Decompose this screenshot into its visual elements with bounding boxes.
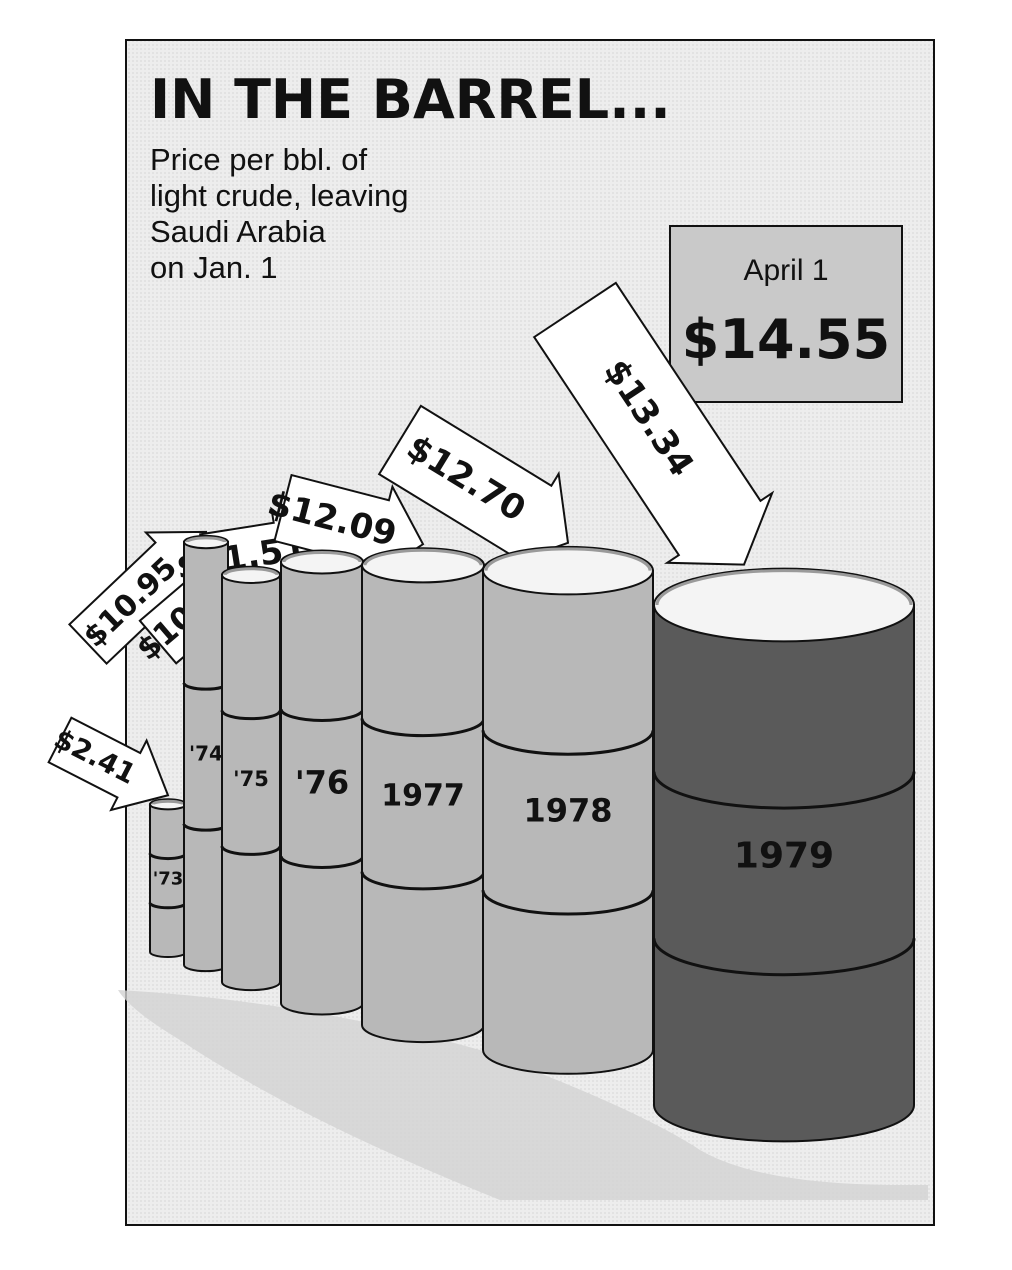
- year-label: 1978: [523, 792, 612, 830]
- price-arrow-shape: [47, 716, 170, 812]
- year-label: '74: [189, 742, 223, 766]
- barrel-hoop: [652, 771, 916, 810]
- barrel-top: [361, 547, 485, 584]
- barrel-top: [482, 545, 654, 596]
- barrel-hoop: [481, 890, 655, 916]
- chart-title: IN THE BARREL...: [150, 68, 671, 131]
- callout-box-frame: [669, 225, 903, 403]
- barrel-body: [221, 573, 281, 992]
- year-label: 1979: [734, 836, 834, 877]
- barrel-body: [361, 564, 485, 1044]
- barrel-5: 1978: [481, 545, 655, 1075]
- barrel-hoop: [360, 718, 486, 738]
- barrel-hoop: [279, 708, 365, 722]
- barrel-hoop: [652, 938, 916, 977]
- barrel-hoop: [220, 845, 282, 856]
- callout-value: $14.55: [682, 308, 890, 371]
- callout-label: April 1: [743, 254, 828, 287]
- barrel-inner-shadow: [484, 547, 652, 571]
- year-label: 1977: [381, 779, 465, 814]
- barrel-hoop: [279, 855, 365, 869]
- barrel-0: '73: [148, 798, 188, 959]
- barrel-body: [653, 604, 915, 1143]
- subtitle-line: Saudi Arabia: [150, 214, 327, 249]
- barrels: '73 '74 '75 '76 1977 1978 1979: [148, 534, 916, 1143]
- year-label: '75: [233, 767, 269, 791]
- subtitle-line: on Jan. 1: [150, 250, 278, 285]
- barrel-top: [653, 567, 915, 643]
- barrel-inner-shadow: [282, 551, 362, 563]
- year-label: '73: [153, 868, 184, 889]
- subtitle-line: light crude, leaving: [150, 178, 409, 213]
- barrel-body: [482, 569, 654, 1075]
- barrel-3: '76: [279, 549, 365, 1016]
- barrel-hoop: [481, 730, 655, 756]
- barrel-4: 1977: [360, 547, 486, 1044]
- barrel-6: 1979: [652, 567, 916, 1143]
- barrel-inner-shadow: [151, 799, 185, 806]
- barrel-inner-shadow: [655, 569, 913, 606]
- barrel-hoop: [220, 710, 282, 721]
- chart-subtitle: Price per bbl. of light crude, leaving S…: [150, 142, 417, 285]
- price-arrow-shape: [532, 281, 775, 566]
- callout-box: April 1 $14.55: [669, 225, 903, 403]
- barrel-hoop: [360, 871, 486, 891]
- floor-shadow: [118, 990, 928, 1200]
- barrel-2: '75: [220, 565, 282, 992]
- barrel-inner-shadow: [185, 536, 227, 543]
- barrel-inner-shadow: [223, 567, 279, 576]
- subtitle-line: Price per bbl. of: [150, 142, 367, 177]
- year-label: '76: [295, 764, 349, 802]
- barrel-inner-shadow: [363, 548, 483, 566]
